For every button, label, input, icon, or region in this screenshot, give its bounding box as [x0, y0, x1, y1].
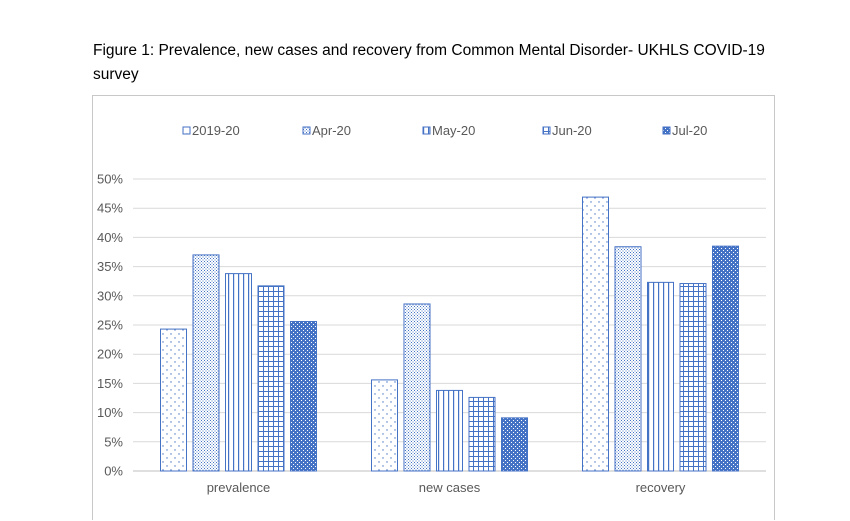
bar-Jul-20-recovery: [712, 245, 739, 472]
legend-label: Jul-20: [672, 123, 707, 138]
y-tick-label: 30%: [97, 288, 123, 303]
y-tick-label: 5%: [104, 434, 123, 449]
x-category-label: prevalence: [207, 480, 271, 495]
legend-label: Jun-20: [552, 123, 592, 138]
bar-Jun-20-prevalence: [257, 285, 285, 472]
bar-2019-20-prevalence: [160, 328, 187, 472]
bars: [160, 196, 739, 472]
legend-swatch: [422, 126, 431, 135]
bar-May-20-recovery: [647, 281, 674, 472]
y-tick-label: 25%: [97, 318, 123, 333]
bar-Apr-20-recovery: [614, 246, 642, 472]
y-tick-label: 45%: [97, 201, 123, 216]
y-tick-label: 50%: [97, 172, 123, 187]
x-axis: prevalence new cases recovery: [207, 480, 686, 495]
y-axis: 0% 5% 10% 15% 20% 25% 30% 35% 40% 45% 50%: [97, 172, 123, 479]
bar-Apr-20-prevalence: [192, 254, 220, 472]
y-tick-label: 40%: [97, 230, 123, 245]
legend-swatch: [662, 126, 671, 135]
bar-2019-20-new-cases: [371, 379, 398, 472]
bar-Jul-20-prevalence: [290, 320, 317, 472]
y-tick-label: 35%: [97, 259, 123, 274]
legend-swatch: [542, 126, 551, 135]
bar-Jun-20-recovery: [679, 283, 707, 472]
y-tick-label: 10%: [97, 405, 123, 420]
legend: 2019-20 Apr-20 May-20 Jun-20 Jul-20: [182, 123, 707, 138]
legend-swatch: [182, 126, 191, 135]
legend-swatch: [302, 126, 311, 135]
bar-chart: 0% 5% 10% 15% 20% 25% 30% 35% 40% 45% 50% prevalen…: [97, 123, 766, 495]
bar-Apr-20-new-cases: [403, 303, 431, 472]
x-category-label: new cases: [419, 480, 481, 495]
chart-area: 0% 5% 10% 15% 20% 25% 30% 35% 40% 45% 50% prevalen…: [92, 95, 775, 520]
y-tick-label: 0%: [104, 464, 123, 479]
y-tick-label: 15%: [97, 376, 123, 391]
chart-title: Figure 1: Prevalence, new cases and reco…: [93, 42, 765, 83]
bar-2019-20-recovery: [582, 196, 609, 472]
bar-May-20-new-cases: [436, 389, 463, 472]
bar-May-20-prevalence: [225, 273, 252, 472]
legend-label: Apr-20: [312, 123, 351, 138]
bar-Jun-20-new-cases: [468, 396, 496, 472]
y-tick-label: 20%: [97, 347, 123, 362]
bar-Jul-20-new-cases: [501, 417, 528, 472]
x-category-label: recovery: [636, 480, 686, 495]
legend-label: 2019-20: [192, 123, 240, 138]
legend-label: May-20: [432, 123, 475, 138]
